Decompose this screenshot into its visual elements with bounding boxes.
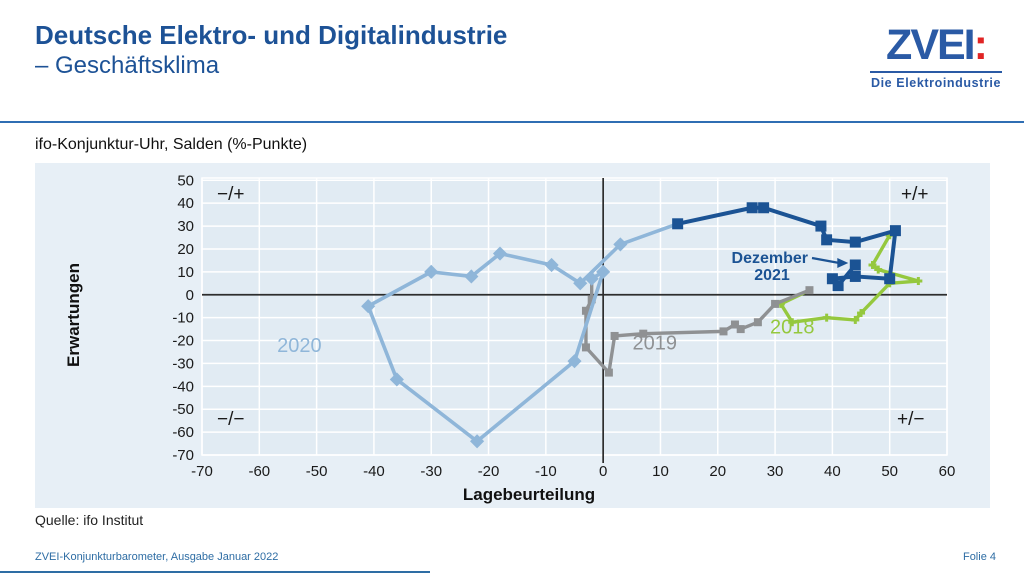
document-reference: ZVEI-Konjunkturbarometer, Ausgabe Januar… <box>35 551 279 563</box>
svg-text:−/+: −/+ <box>217 184 244 205</box>
svg-text:-50: -50 <box>306 463 328 480</box>
connector-2020 <box>619 222 679 247</box>
svg-text:-40: -40 <box>363 463 385 480</box>
series-2021-markers <box>672 202 901 292</box>
svg-text:40: 40 <box>177 195 194 212</box>
svg-text:-30: -30 <box>420 463 442 480</box>
annotation-line2: 2021 <box>754 267 790 284</box>
zvei-logo: ZVEI: Die Elektroindustrie <box>870 24 1002 90</box>
series-2018-label: 2018 <box>770 317 815 339</box>
zvei-logo-wordmark: ZVEI: <box>870 24 1002 67</box>
svg-text:-20: -20 <box>172 333 194 350</box>
zero-axes <box>202 178 947 463</box>
svg-text:-70: -70 <box>172 447 194 464</box>
header-divider <box>0 121 1024 123</box>
zvei-logo-text: ZVEI <box>886 21 976 69</box>
slide-subtitle: – Geschäftsklima <box>35 52 220 80</box>
svg-text:10: 10 <box>652 463 669 480</box>
gridlines <box>201 177 948 456</box>
svg-text:-70: -70 <box>191 463 213 480</box>
svg-text:-60: -60 <box>248 463 270 480</box>
svg-text:-40: -40 <box>172 378 194 395</box>
svg-text:60: 60 <box>939 463 956 480</box>
svg-text:20: 20 <box>177 241 194 258</box>
svg-text:+/+: +/+ <box>901 184 928 205</box>
series-2018: 2018 <box>770 231 923 339</box>
svg-text:0: 0 <box>186 287 194 304</box>
series-2021 <box>672 202 901 292</box>
x-axis-title: Lagebeurteilung <box>463 485 595 504</box>
tick-labels: 50 40 30 20 10 0 -10 -20 -30 -40 -50 -60 -70-70 -60 -5… <box>172 172 955 480</box>
svg-text:30: 30 <box>767 463 784 480</box>
svg-text:-50: -50 <box>172 401 194 418</box>
series-2019-markers <box>581 286 814 377</box>
annotation-arrow-line <box>811 256 840 265</box>
series-2019: 2019 <box>581 278 814 377</box>
series-2019-label: 2019 <box>632 333 677 355</box>
zvei-logo-colon: : <box>973 21 988 69</box>
svg-text:50: 50 <box>177 172 194 189</box>
source-note: Quelle: ifo Institut <box>35 512 144 528</box>
series-2020-line <box>366 242 623 444</box>
svg-text:+/−: +/− <box>897 409 924 430</box>
svg-text:-10: -10 <box>172 310 194 327</box>
footer-divider <box>0 571 430 573</box>
series-2020-label: 2020 <box>277 335 322 357</box>
svg-text:40: 40 <box>824 463 841 480</box>
annotation-arrow-head <box>837 257 849 268</box>
series-2020: 2020 <box>277 222 679 449</box>
svg-text:30: 30 <box>177 218 194 235</box>
chart-panel: 50 40 30 20 10 0 -10 -20 -30 -40 -50 -60 -70 -70 -60 -5… <box>35 163 990 508</box>
svg-text:-10: -10 <box>535 463 557 480</box>
svg-text:50: 50 <box>881 463 898 480</box>
ifo-clock-chart: 50 40 30 20 10 0 -10 -20 -30 -40 -50 -60 -70-70 -60 -5… <box>64 172 955 504</box>
svg-text:-20: -20 <box>478 463 500 480</box>
plot-area <box>202 178 947 455</box>
svg-text:−/−: −/− <box>217 409 244 430</box>
svg-text:0: 0 <box>599 463 607 480</box>
slide-number: Folie 4 <box>962 551 996 563</box>
zvei-logo-tagline: Die Elektroindustrie <box>870 76 1002 90</box>
zvei-logo-rule <box>870 71 1002 73</box>
slide-header: Deutsche Elektro- und Digitalindustrie –… <box>35 20 855 81</box>
svg-text:-30: -30 <box>172 355 194 372</box>
chart-heading: ifo-Konjunktur-Uhr, Salden (%-Punkte) <box>35 136 308 153</box>
svg-text:20: 20 <box>709 463 726 480</box>
quadrant-labels: −/+ +/+ −/− +/− <box>217 184 928 430</box>
annotation-line1: Dezember <box>732 250 808 267</box>
slide-title: Deutsche Elektro- und Digitalindustrie <box>35 20 508 50</box>
svg-text:-60: -60 <box>172 424 194 441</box>
svg-text:10: 10 <box>177 264 194 281</box>
y-axis-title: Erwartungen <box>64 263 83 367</box>
series-2020-markers <box>361 237 628 449</box>
series-2018-line <box>779 233 921 324</box>
